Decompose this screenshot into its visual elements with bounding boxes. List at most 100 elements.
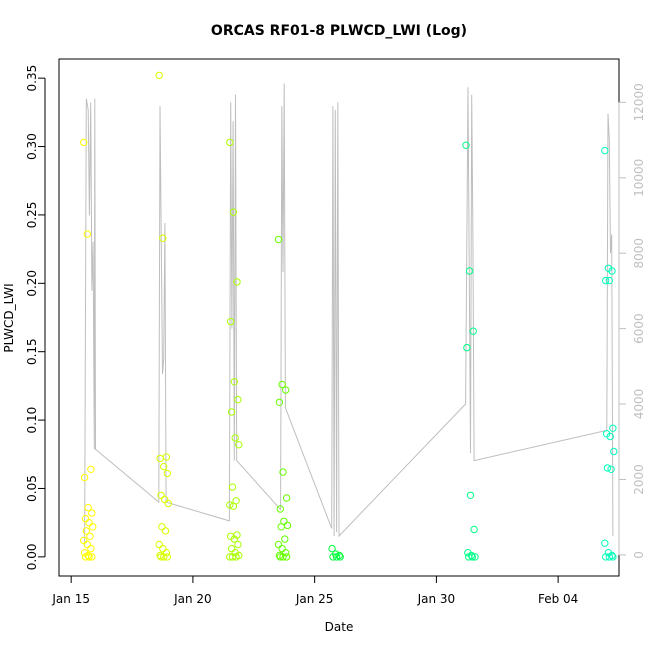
y-axis-label: PLWCD_LWI: [2, 283, 16, 352]
data-point: [164, 499, 172, 508]
data-point: [160, 462, 168, 471]
data-point: [156, 551, 164, 560]
data-point: [602, 276, 610, 285]
data-point: [157, 491, 165, 499]
y-tick-label: 0.35: [25, 65, 39, 92]
data-point: [602, 553, 610, 561]
y-tick-label: 0.10: [25, 407, 39, 434]
data-point: [610, 447, 618, 456]
data-point: [226, 138, 234, 147]
y-tick-label: 0.20: [25, 270, 39, 297]
x-tick-label: Jan 15: [51, 592, 90, 606]
data-point: [274, 540, 283, 549]
data-point: [283, 521, 292, 530]
data-point: [227, 317, 235, 326]
x-tick-label: Jan 30: [417, 592, 456, 606]
data-point: [84, 503, 92, 512]
data-point: [156, 454, 164, 463]
data-point: [89, 523, 97, 531]
data-point: [163, 469, 172, 478]
data-point: [282, 386, 290, 394]
data-point: [155, 71, 163, 80]
x-tick-label: Feb 04: [538, 592, 578, 606]
data-point: [279, 468, 287, 476]
data-point: [160, 495, 169, 504]
data-point: [329, 553, 337, 561]
data-point: [229, 208, 238, 216]
data-point: [469, 327, 477, 335]
x-tick-label: Jan 20: [173, 592, 212, 606]
data-point: [234, 540, 242, 549]
data-point: [278, 544, 286, 553]
data-point: [277, 523, 285, 531]
data-point: [282, 494, 291, 502]
data-point: [231, 434, 239, 442]
y2-tick-label: 0: [632, 551, 646, 559]
data-point: [601, 146, 609, 155]
data-point: [279, 553, 287, 561]
data-points-layer: [80, 71, 618, 561]
data-point: [465, 553, 473, 561]
data-point: [158, 523, 166, 531]
y2-tick-label: 12000: [632, 83, 646, 121]
altitude-line: [84, 83, 614, 548]
data-point: [608, 267, 616, 275]
data-point: [83, 230, 92, 238]
data-point: [87, 544, 95, 553]
data-point: [462, 141, 470, 149]
data-point: [226, 501, 234, 509]
data-point: [80, 473, 89, 482]
data-point: [85, 519, 93, 527]
data-point: [278, 380, 286, 389]
y-tick-label: 0.15: [25, 338, 39, 365]
data-point: [161, 527, 170, 535]
data-point: [82, 527, 91, 535]
data-point: [607, 465, 615, 473]
axes-layer: 0.00 0.05 0.10 0.15 0.20 0.25 0.30 0.35 0 2000 400…: [25, 65, 646, 606]
data-point: [160, 553, 168, 561]
x-tick-label: Jan 25: [295, 592, 334, 606]
data-point: [235, 441, 243, 449]
data-point: [605, 553, 613, 561]
data-point: [227, 544, 236, 553]
data-point: [606, 432, 614, 441]
data-point: [276, 505, 284, 513]
data-point: [336, 553, 344, 561]
data-point: [465, 267, 474, 275]
data-point: [276, 553, 284, 561]
y-tick-label: 0.30: [25, 133, 39, 160]
data-point: [81, 553, 90, 561]
data-point: [281, 535, 289, 543]
data-point: [274, 235, 283, 244]
data-point: [227, 408, 236, 416]
data-point: [157, 553, 165, 561]
data-point: [88, 509, 96, 517]
data-point: [83, 540, 92, 549]
data-point: [605, 276, 613, 285]
data-point: [159, 544, 167, 553]
y2-tick-label: 2000: [632, 464, 646, 495]
x-axis-label: Date: [325, 620, 354, 634]
data-point: [228, 483, 237, 491]
y2-tick-label: 6000: [632, 313, 646, 344]
data-point: [233, 278, 241, 286]
data-point: [466, 491, 475, 499]
data-point: [230, 535, 239, 543]
data-point: [601, 539, 609, 547]
data-point: [81, 514, 90, 523]
data-point: [468, 553, 476, 561]
data-point: [463, 343, 471, 352]
data-point: [228, 553, 237, 561]
data-point: [470, 525, 478, 534]
data-point: [328, 544, 336, 553]
data-point: [332, 553, 341, 561]
data-point: [80, 536, 88, 545]
y2-tick-label: 8000: [632, 238, 646, 269]
y-tick-label: 0.25: [25, 202, 39, 229]
y2-tick-label: 4000: [632, 389, 646, 420]
data-point: [609, 553, 617, 561]
y-tick-label: 0.00: [25, 543, 39, 570]
data-point: [87, 465, 95, 473]
altitude-trace-layer: [84, 83, 614, 548]
data-point: [86, 532, 94, 540]
